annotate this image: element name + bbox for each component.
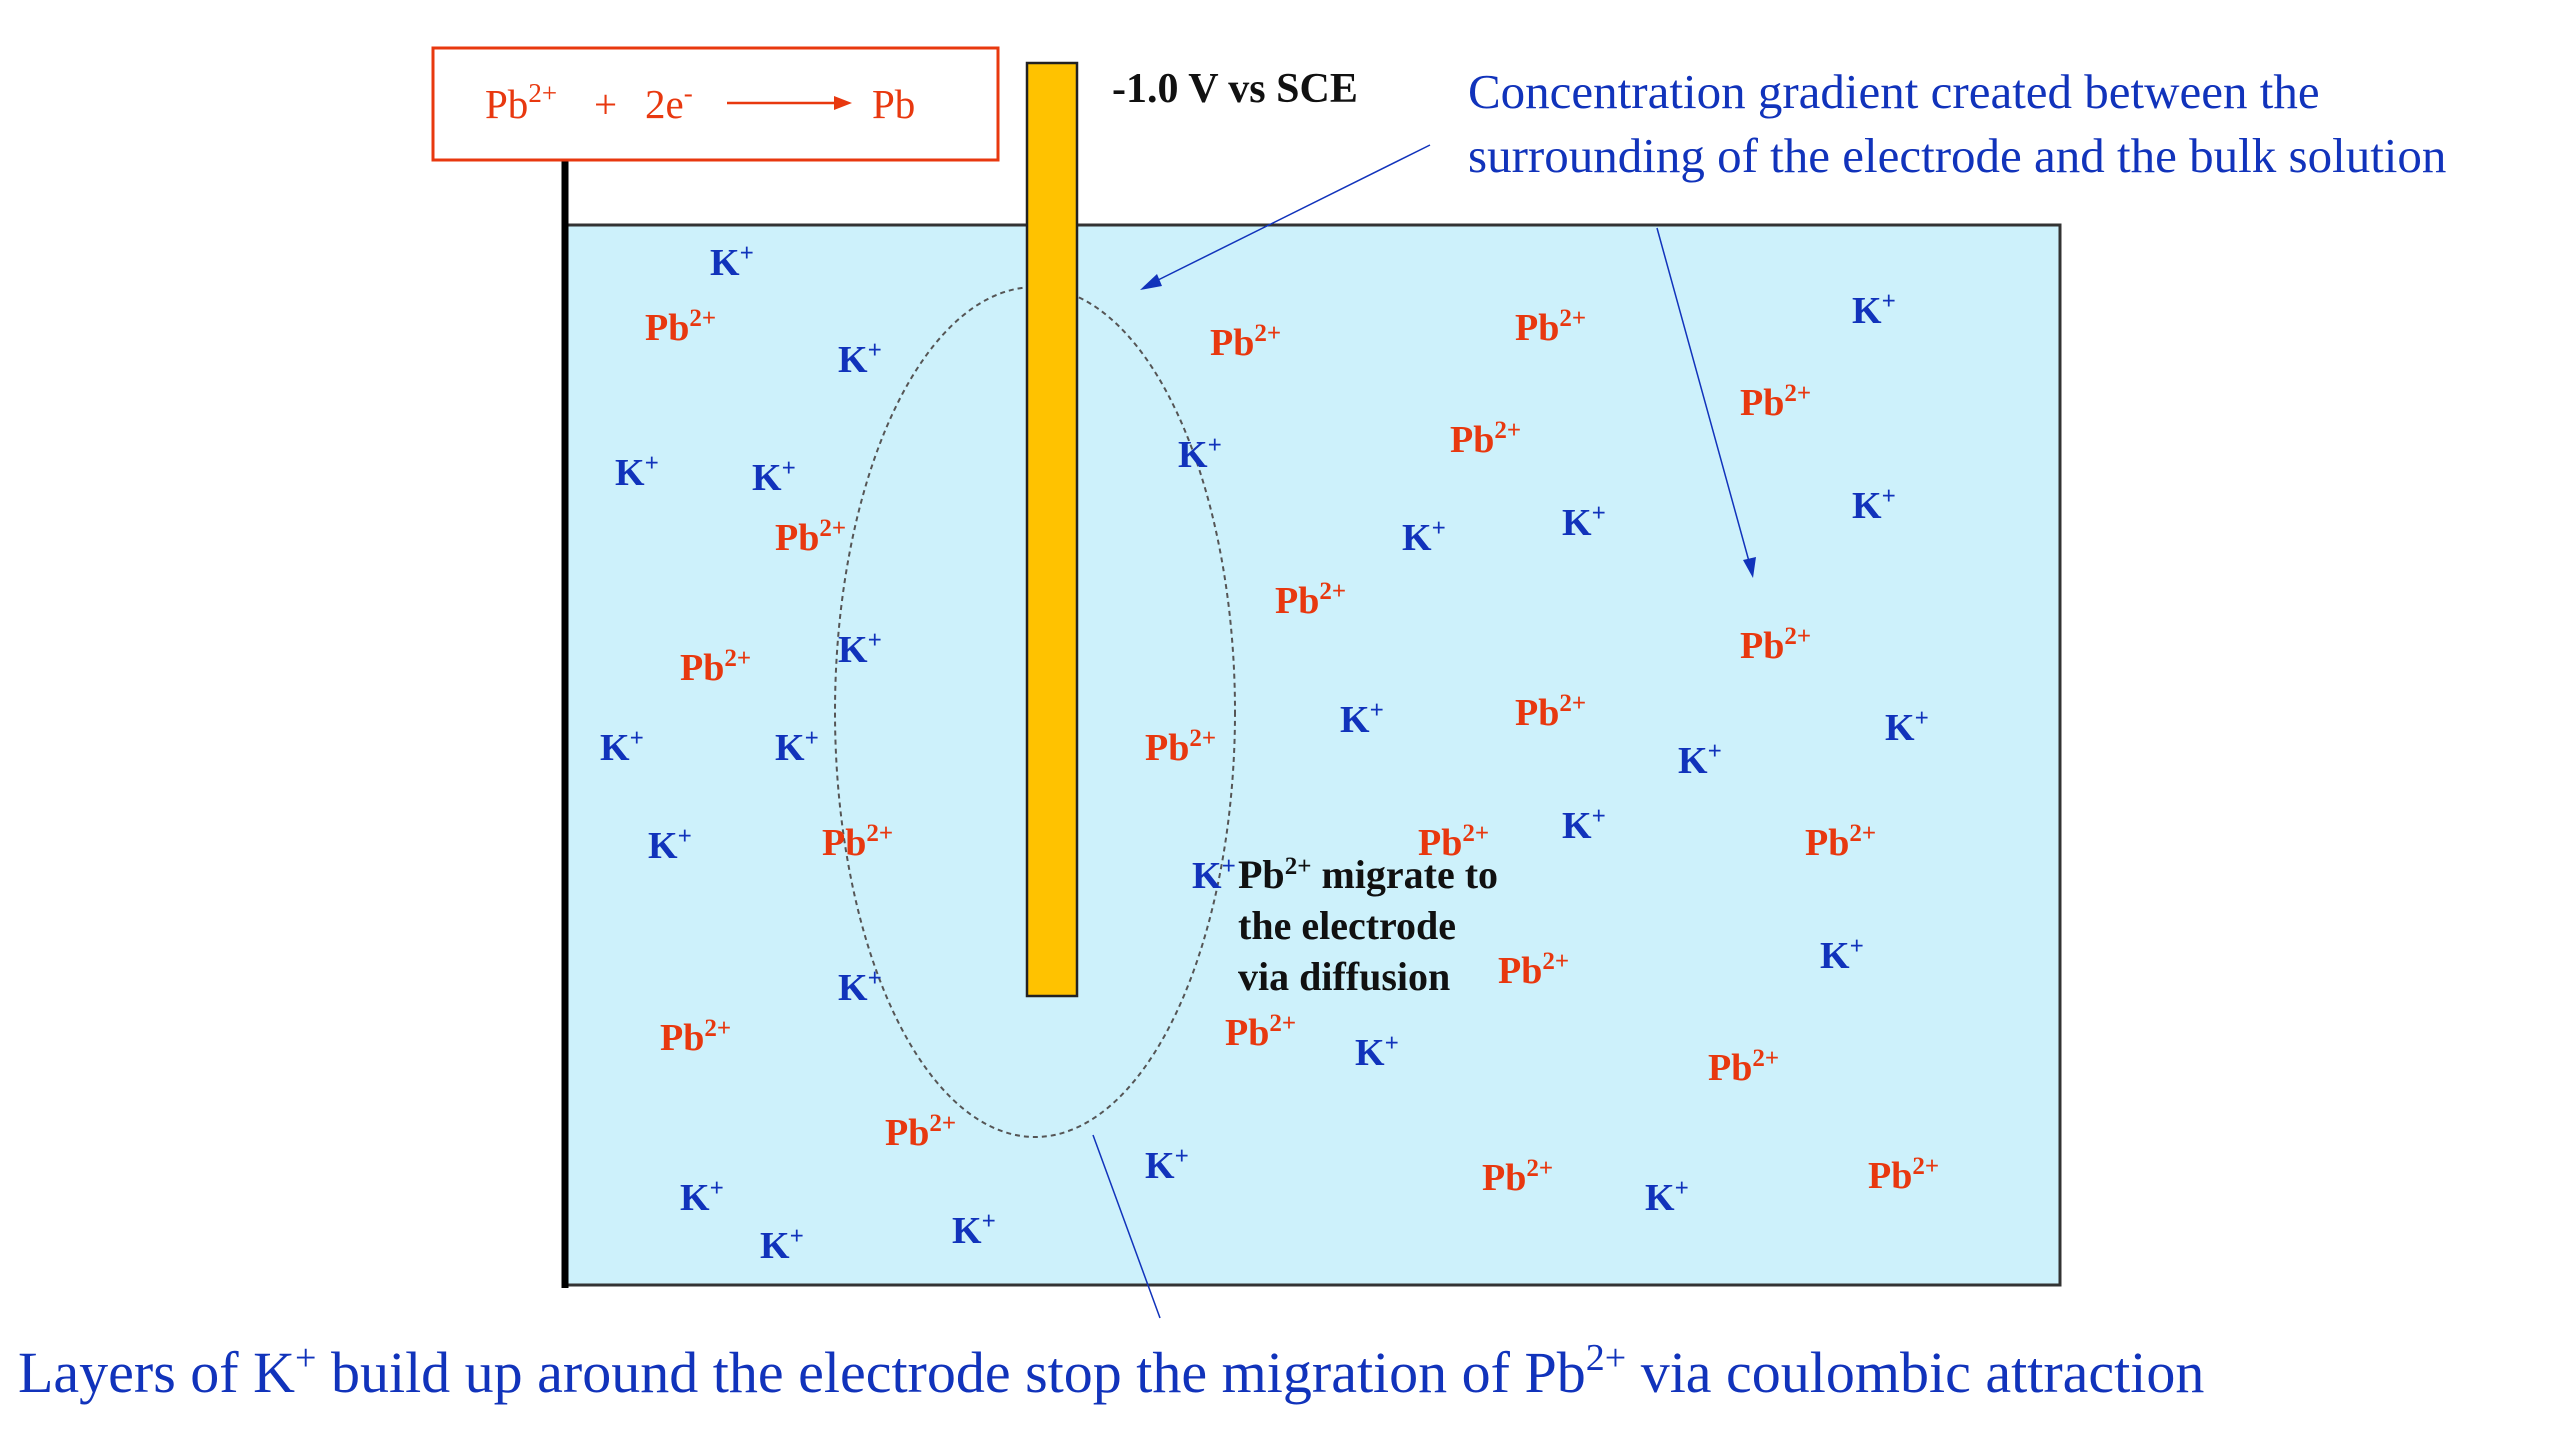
reaction-product: Pb — [872, 81, 915, 127]
migration-note-line2: the electrode — [1238, 903, 1456, 948]
lead-ion: Pb2+ — [1450, 417, 1521, 461]
reaction-electrons: 2e- — [645, 78, 693, 127]
potassium-ion: K+ — [775, 725, 819, 769]
electrode — [1025, 61, 1079, 998]
potassium-ion: K+ — [752, 455, 796, 499]
lead-ion: Pb2+ — [1805, 820, 1876, 864]
lead-ion: Pb2+ — [1210, 320, 1281, 364]
lead-ion: Pb2+ — [1225, 1010, 1296, 1054]
potassium-ion: K+ — [838, 337, 882, 381]
potassium-ion: K+ — [1562, 500, 1606, 544]
potassium-ion: K+ — [1852, 483, 1896, 527]
gradient-arrowhead-right-icon — [1743, 557, 1756, 578]
lead-ion: Pb2+ — [660, 1015, 731, 1059]
lead-ion: Pb2+ — [1418, 820, 1489, 864]
lead-ion: Pb2+ — [1482, 1155, 1553, 1199]
potassium-ion: K+ — [1562, 803, 1606, 847]
potassium-ion: K+ — [648, 823, 692, 867]
migration-note-line1: Pb2+ migrate to — [1238, 852, 1498, 897]
gradient-arrowhead-left-icon — [1140, 274, 1162, 290]
gradient-note-line2: surrounding of the electrode and the bul… — [1468, 128, 2446, 183]
lead-ion: Pb2+ — [775, 515, 846, 559]
lead-ion: Pb2+ — [1740, 380, 1811, 424]
potassium-ion: K+ — [952, 1208, 996, 1252]
gradient-note-line1: Concentration gradient created between t… — [1468, 64, 2320, 119]
potassium-ion: K+ — [615, 450, 659, 494]
lead-ion: Pb2+ — [1868, 1153, 1939, 1197]
potassium-ion: K+ — [1145, 1143, 1189, 1187]
potassium-ion: K+ — [1678, 738, 1722, 782]
lead-ion: Pb2+ — [1275, 578, 1346, 622]
potassium-ion: K+ — [680, 1175, 724, 1219]
ion-layer: K+ Pb2+ K+ K+ K+ Pb2+ K+ Pb2+ Pb2+ K+ Pb2+ Pb2+ K+ K+… — [600, 240, 1939, 1267]
reaction-plus: + — [594, 81, 617, 127]
lead-ion: Pb2+ — [1498, 948, 1569, 992]
reaction-box — [431, 46, 1000, 162]
lead-ion: Pb2+ — [1740, 623, 1811, 667]
potassium-ion: K+ — [1178, 432, 1222, 476]
migration-note-line3: via diffusion — [1238, 954, 1450, 999]
solution-container — [563, 223, 2062, 1287]
lead-ion: Pb2+ — [1145, 725, 1216, 769]
potassium-ion: K+ — [760, 1223, 804, 1267]
lead-ion: Pb2+ — [1708, 1045, 1779, 1089]
lead-ion: Pb2+ — [822, 820, 893, 864]
potassium-ion: K+ — [1885, 705, 1929, 749]
gradient-pointer-right — [1656, 227, 1751, 566]
reaction-reactant: Pb2+ — [485, 78, 557, 127]
potential-label: -1.0 V vs SCE — [1112, 66, 1358, 112]
potassium-ion: K+ — [838, 965, 882, 1009]
potassium-ion: K+ — [1852, 288, 1896, 332]
diffusion-layer-ellipse — [834, 286, 1236, 1138]
potassium-ion: K+ — [1402, 515, 1446, 559]
potassium-ion: K+ — [710, 240, 754, 284]
lead-ion: Pb2+ — [1515, 305, 1586, 349]
bottom-caption: Layers of K+ build up around the electro… — [18, 1337, 2204, 1405]
potassium-ion: K+ — [1355, 1030, 1399, 1074]
gradient-pointer-left — [1147, 144, 1431, 286]
potassium-ion: K+ — [600, 725, 644, 769]
potassium-ion: K+ — [1192, 853, 1236, 897]
reaction-arrowhead-icon — [834, 96, 852, 110]
potassium-ion: K+ — [1340, 697, 1384, 741]
lead-ion: Pb2+ — [680, 645, 751, 689]
potassium-ion: K+ — [838, 627, 882, 671]
lead-ion: Pb2+ — [645, 305, 716, 349]
caption-pointer — [1092, 1134, 1161, 1319]
potassium-ion: K+ — [1645, 1175, 1689, 1219]
lead-ion: Pb2+ — [885, 1110, 956, 1154]
lead-ion: Pb2+ — [1515, 690, 1586, 734]
potassium-ion: K+ — [1820, 933, 1864, 977]
